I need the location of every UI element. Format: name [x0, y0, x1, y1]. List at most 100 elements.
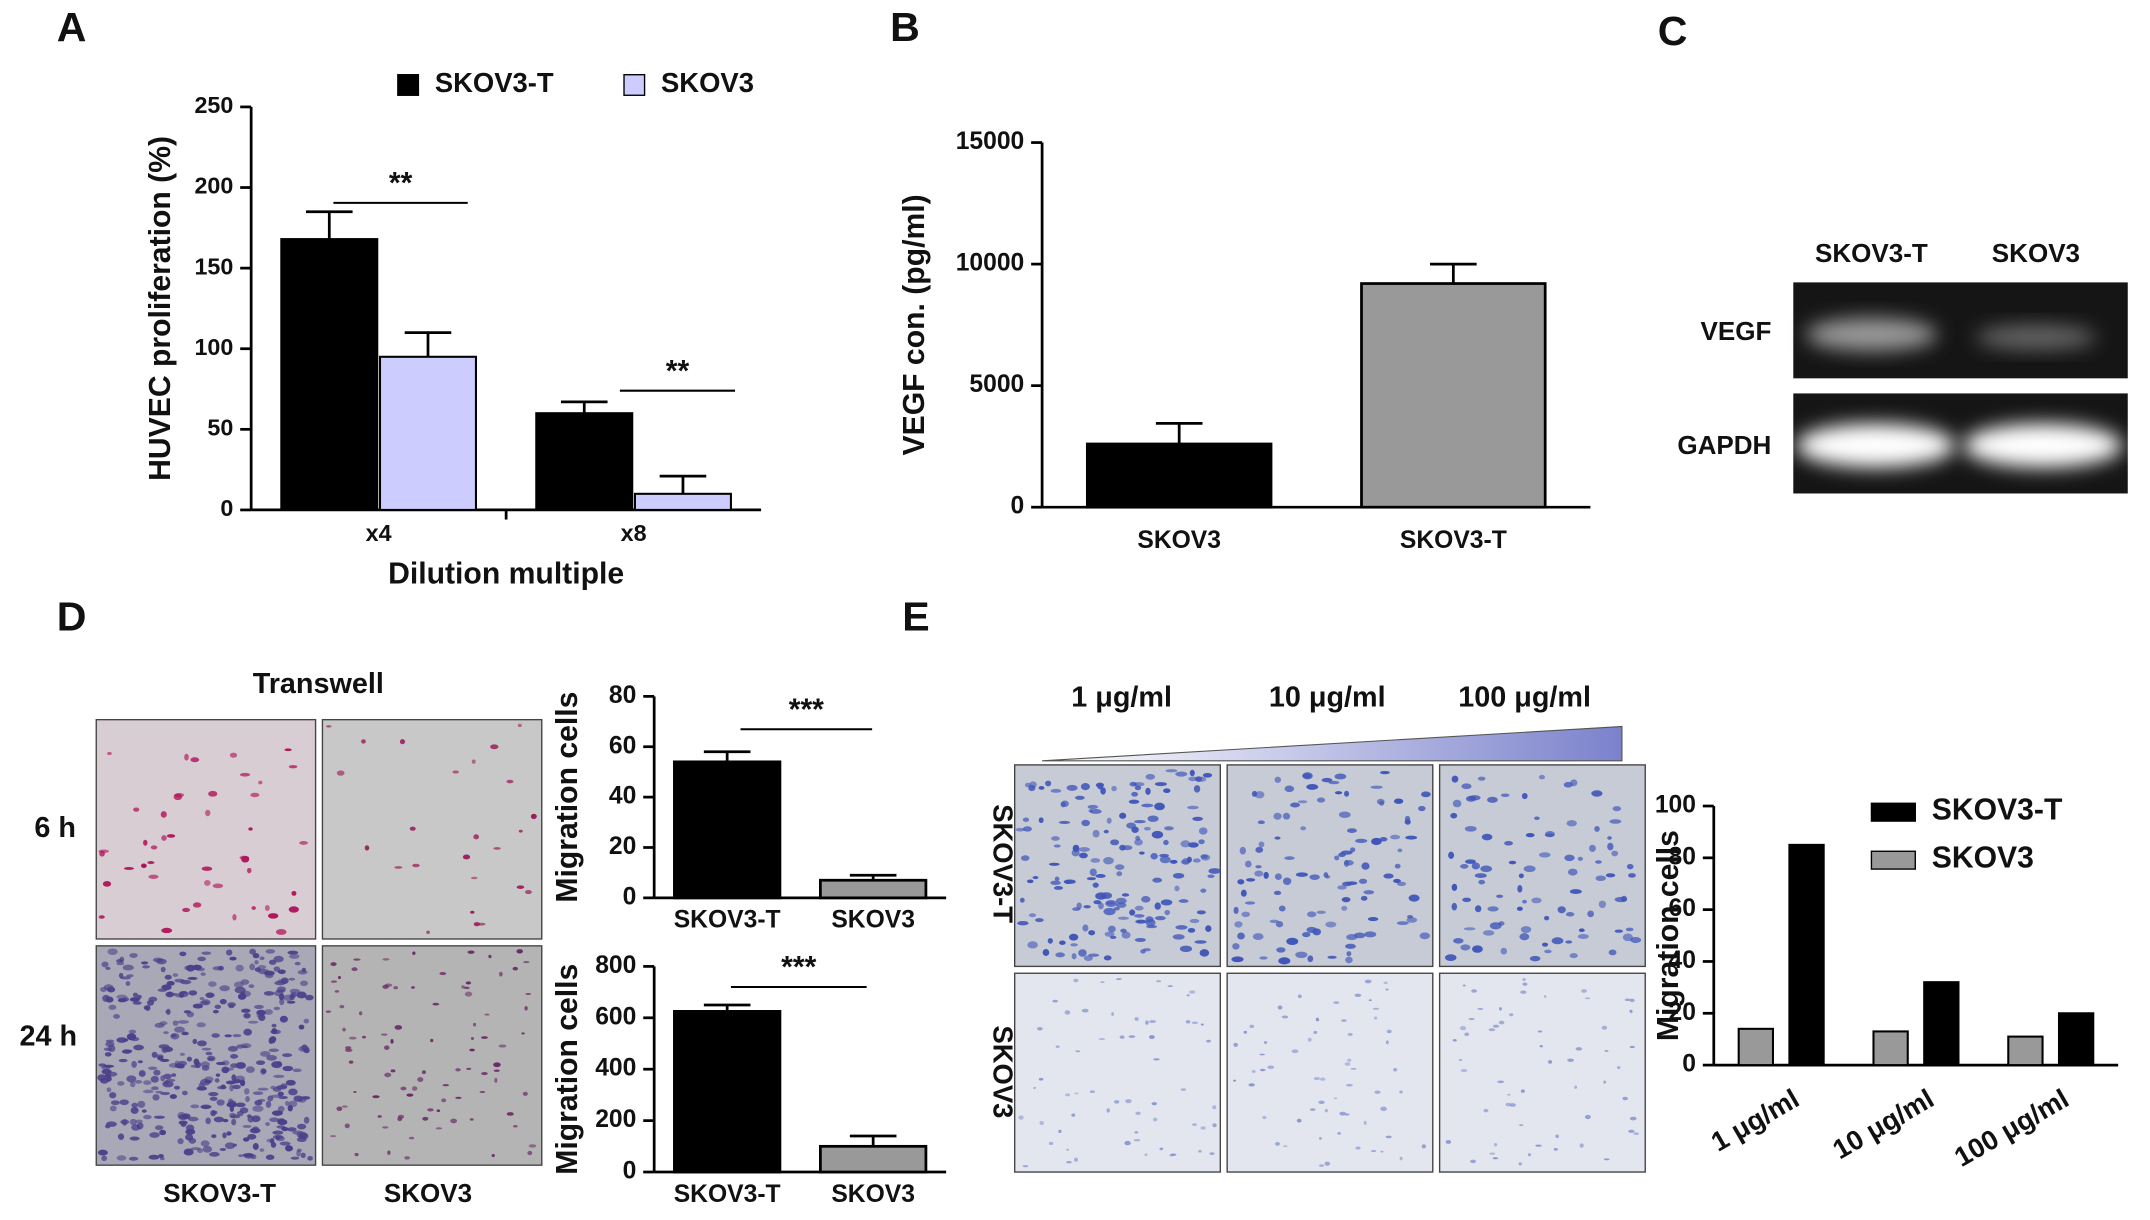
cell — [1154, 782, 1167, 787]
cell — [1334, 855, 1340, 861]
cell — [276, 1125, 286, 1129]
cell — [148, 1066, 158, 1071]
cell — [161, 835, 167, 841]
cell — [1461, 783, 1472, 790]
cell — [222, 1118, 229, 1123]
cell — [1328, 780, 1340, 785]
cell — [1121, 893, 1130, 897]
cell — [1399, 1156, 1403, 1161]
cell — [143, 1005, 151, 1011]
bar — [1923, 981, 1960, 1067]
cell — [1346, 934, 1358, 941]
cell — [1319, 1164, 1325, 1167]
cell — [1134, 914, 1145, 918]
cell — [1462, 984, 1466, 987]
cell — [1625, 927, 1634, 932]
cell — [199, 1000, 209, 1005]
cell — [1153, 1058, 1160, 1061]
bar — [819, 1144, 928, 1174]
cell — [266, 1054, 277, 1061]
cell — [1383, 873, 1394, 879]
cell — [150, 845, 158, 850]
cell — [132, 992, 138, 997]
cell — [1465, 859, 1476, 864]
cell — [209, 1152, 220, 1157]
x-tick-label: SKOV3-T — [674, 1181, 781, 1208]
cell — [1397, 848, 1403, 853]
y-tick-label: 60 — [609, 732, 636, 759]
cell — [1134, 838, 1143, 846]
cell — [173, 793, 183, 801]
cell — [1134, 937, 1146, 942]
cell — [1257, 820, 1265, 825]
cell — [172, 973, 179, 978]
cell — [196, 1086, 207, 1091]
cell — [257, 1098, 266, 1103]
cell — [1078, 847, 1091, 852]
cell — [361, 739, 366, 744]
cell — [1474, 905, 1482, 913]
cell — [1607, 836, 1612, 840]
cell — [252, 953, 260, 959]
cell — [1119, 812, 1127, 819]
cell — [1138, 851, 1145, 855]
cell — [1312, 928, 1322, 936]
panel-label: B — [890, 4, 920, 50]
cell — [1451, 902, 1458, 911]
y-tick-label: 800 — [595, 952, 636, 979]
bar — [1085, 442, 1273, 509]
cell — [1233, 1042, 1238, 1047]
cell — [397, 1116, 403, 1122]
cell — [1018, 1115, 1024, 1120]
cell — [1273, 812, 1282, 820]
cell — [1124, 1140, 1131, 1146]
band-label: GAPDH — [1677, 430, 1771, 460]
cell — [1396, 881, 1407, 886]
cell — [1035, 918, 1044, 923]
cell — [1174, 885, 1180, 892]
cell — [471, 759, 476, 764]
cell — [1390, 834, 1401, 840]
cell — [1172, 872, 1185, 879]
cell — [1553, 1147, 1558, 1151]
cell — [116, 1155, 127, 1161]
cell — [1273, 890, 1282, 896]
cell — [1075, 1050, 1081, 1053]
cell — [1145, 773, 1156, 780]
cell — [232, 914, 237, 921]
cell — [143, 1080, 152, 1085]
cell — [224, 1142, 236, 1150]
cell — [1145, 787, 1151, 795]
cell — [1595, 875, 1606, 882]
cell — [1290, 802, 1301, 808]
bar — [1788, 843, 1825, 1067]
cell — [512, 966, 518, 971]
cell — [1344, 1062, 1351, 1066]
cell — [1048, 1141, 1054, 1146]
y-tick-label: 100 — [1655, 792, 1696, 819]
cell — [1187, 805, 1199, 810]
cell — [1076, 902, 1082, 910]
cell — [1194, 940, 1207, 944]
cell — [524, 1006, 528, 1011]
cell — [248, 827, 253, 831]
cell — [216, 1061, 226, 1066]
cell — [1333, 1001, 1340, 1005]
cell — [400, 1086, 407, 1091]
cell — [118, 1058, 128, 1063]
cell — [224, 1034, 233, 1038]
cell — [259, 1148, 265, 1152]
cell — [1239, 846, 1247, 855]
cell — [235, 964, 244, 972]
cell — [187, 976, 198, 980]
cell — [436, 1109, 441, 1113]
cell — [1543, 995, 1547, 998]
cell — [1103, 907, 1116, 916]
x-tick-label: SKOV3-T — [674, 907, 781, 934]
cell — [116, 1037, 128, 1043]
cell — [1451, 775, 1459, 783]
cell — [1394, 798, 1404, 804]
cell — [1134, 905, 1144, 911]
cell — [148, 996, 158, 1002]
cell — [1603, 1158, 1610, 1161]
